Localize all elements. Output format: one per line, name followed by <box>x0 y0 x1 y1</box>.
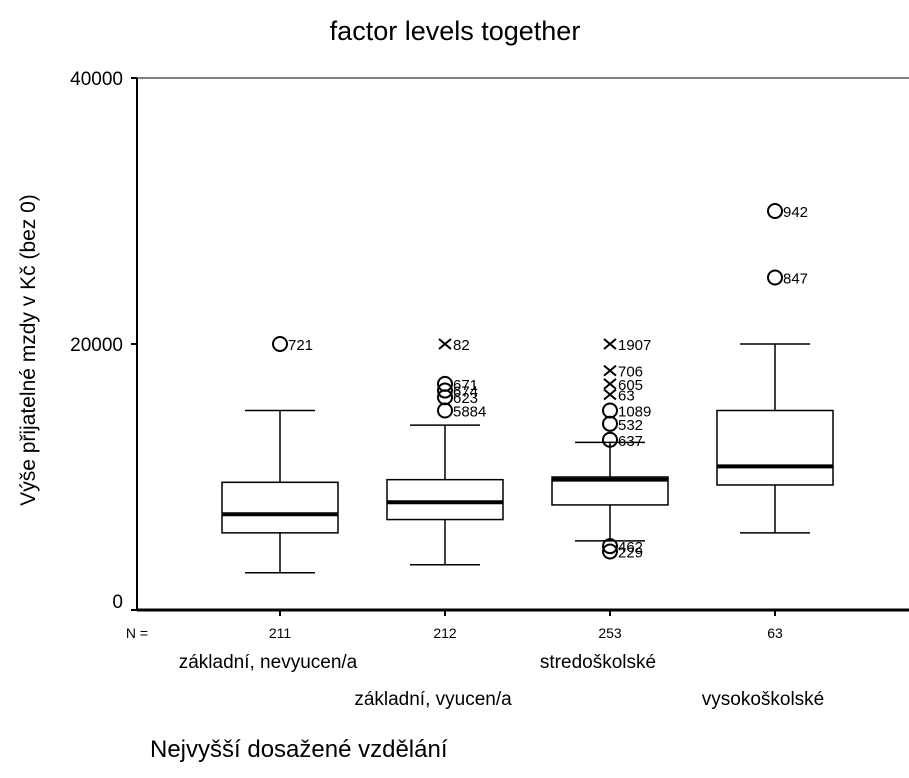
outlier-label: 674 <box>453 384 478 401</box>
outlier-circle <box>767 269 783 286</box>
outlier-label: 462 <box>618 539 643 556</box>
outlier-circle <box>602 415 618 432</box>
y-tick-label: 40000 <box>70 69 123 90</box>
category-label: stredoškolské <box>540 652 656 673</box>
category-label: základní, nevyucen/a <box>179 652 358 673</box>
extreme-cross-b <box>603 364 617 377</box>
category-label: základní, vyucen/a <box>354 689 512 710</box>
group-n-label: 211 <box>269 625 292 641</box>
outlier-circle <box>602 431 618 448</box>
outlier-label: 63 <box>618 388 635 405</box>
box <box>386 478 504 521</box>
outlier-label: 671 <box>453 377 478 394</box>
outlier-label: 5884 <box>453 404 486 421</box>
outlier-label: 82 <box>453 337 470 354</box>
extreme-cross-b <box>603 378 617 390</box>
y-tick-label: 20000 <box>70 335 123 356</box>
y-tick-label: 0 <box>112 592 123 613</box>
group-n-label: 212 <box>433 625 457 641</box>
outlier-circle <box>437 382 453 399</box>
outlier-circle <box>602 538 618 555</box>
outlier-label: 637 <box>618 433 643 450</box>
category-label: vysokoškolské <box>702 689 825 710</box>
outlier-circle <box>602 543 618 560</box>
outlier-label: 623 <box>453 390 478 407</box>
outlier-circle <box>602 402 618 419</box>
box <box>221 481 339 534</box>
chart-title: factor levels together <box>330 16 581 46</box>
group-n-label: 253 <box>598 625 622 641</box>
plot-area: 0 20000 40000 N = 211 základní, nevyucen/a 721… <box>70 69 909 710</box>
outlier-circle <box>437 402 453 419</box>
outlier-circle <box>767 203 783 219</box>
outlier-label: 721 <box>288 337 313 354</box>
outlier-label: 706 <box>618 364 643 381</box>
outlier-label: 229 <box>618 544 643 561</box>
outlier-label: 942 <box>783 204 808 221</box>
y-axis-label: Výše přijatelné mzdy v Kč (bez 0) <box>17 194 40 506</box>
extreme-cross-b <box>603 338 617 350</box>
outlier-label: 1089 <box>618 404 651 421</box>
n-label: N = <box>126 625 148 641</box>
outlier-label: 605 <box>618 377 643 394</box>
outlier-label: 532 <box>618 417 643 434</box>
outlier-label: 1907 <box>618 337 651 354</box>
x-axis-label: Nejvyšší dosažené vzdělání <box>150 736 448 763</box>
extreme-cross-b <box>603 388 617 401</box>
outlier-circle <box>272 336 288 352</box>
group-n-label: 63 <box>767 625 783 641</box>
extreme-cross-b <box>438 338 452 350</box>
outlier-label: 847 <box>783 271 808 288</box>
box <box>716 409 834 486</box>
